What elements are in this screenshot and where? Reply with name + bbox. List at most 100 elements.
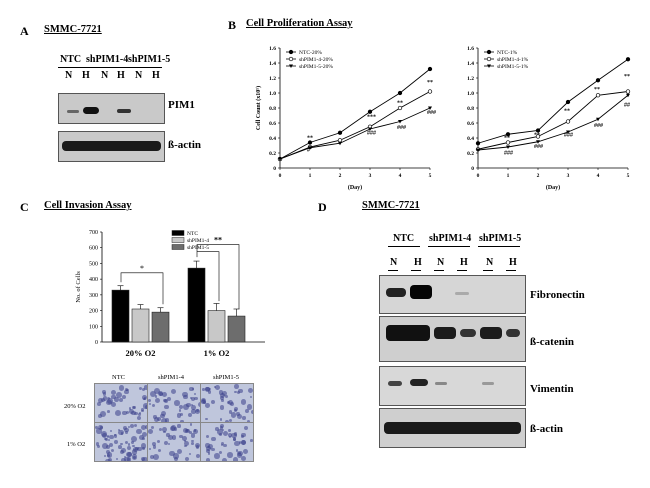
y-tick-label: 1.0: [467, 91, 474, 97]
panel-d-group-ntc: NTC: [393, 233, 415, 244]
data-point: [535, 128, 541, 133]
y-tick-label: 1.4: [467, 61, 474, 67]
panel-d-underline-shpim1-5: [478, 246, 520, 247]
panel-a-title: SMMC-7721: [44, 24, 102, 35]
series-line-2: [477, 94, 629, 151]
panel-a-lane: H: [152, 70, 160, 81]
panel-d-blot-vimentin: [379, 366, 526, 406]
legend-label: shPIM1-5: [187, 245, 209, 251]
x-tick-label: 0: [279, 173, 282, 179]
data-point: [536, 140, 540, 144]
y-tick-label: 0.2: [269, 151, 276, 157]
panel-d-lane: N: [486, 257, 494, 268]
legend-marker: [486, 56, 492, 62]
x-tick-label: 1: [309, 173, 312, 179]
micro-image-shpim1-4-1: [147, 422, 201, 462]
legend-marker: [487, 64, 491, 68]
significance-label: ###: [427, 110, 436, 116]
data-point: [505, 140, 511, 145]
panel-b-label: B: [228, 18, 237, 32]
y-tick-label: 200: [89, 309, 98, 315]
x-tick-label: 4: [597, 173, 600, 179]
x-tick-label: 1: [507, 173, 510, 179]
category-label: 1% O2: [204, 348, 230, 358]
x-tick-label: 3: [369, 173, 372, 179]
panel-a-blot-pim1: [58, 93, 165, 124]
micro-col-ntc: NTC: [112, 374, 125, 381]
legend-label: shPIM1-4-1%: [497, 57, 529, 63]
significance-label: ***: [367, 115, 376, 121]
series-line-0: [279, 68, 431, 160]
panel-a-lane: N: [135, 70, 143, 81]
panel-d-blot-actin: [379, 408, 526, 448]
legend-label: shPIM1-5-20%: [299, 64, 333, 70]
panel-a-label: A: [20, 24, 29, 38]
legend-marker: [486, 49, 492, 55]
y-tick-label: 0.2: [467, 151, 474, 157]
data-point: [398, 120, 402, 124]
panel-a-lane: H: [117, 70, 125, 81]
bar: [151, 311, 170, 343]
data-point: [397, 90, 403, 96]
micro-image-ntc-1: [94, 422, 148, 462]
panel-a-blot-pim1-label: PIM1: [168, 99, 195, 111]
category-label: 20% O2: [126, 348, 156, 358]
x-axis-label: (Day): [546, 184, 560, 191]
panel-d-lane: H: [460, 257, 468, 268]
significance-label: ###: [594, 123, 603, 129]
x-tick-label: 4: [399, 173, 402, 179]
panel-a-lane: N: [101, 70, 109, 81]
significance-label: **: [504, 136, 510, 142]
x-axis-label: (Day): [348, 184, 362, 191]
y-tick-label: 0.8: [467, 106, 474, 112]
legend-label: shPIM1-5-1%: [497, 64, 529, 70]
significance-label: **: [594, 87, 600, 93]
panel-d-group-shpim1-5: shPIM1-5: [479, 233, 522, 244]
panel-a-group-underline: [58, 67, 162, 68]
bar: [207, 310, 226, 343]
y-axis-label: No. of Cells: [75, 271, 82, 303]
y-tick-label: 1.6: [467, 46, 474, 52]
significance-label: **: [307, 136, 313, 142]
legend-marker: [288, 49, 294, 55]
panel-a-lane: N: [65, 70, 73, 81]
x-tick-label: 5: [627, 173, 630, 179]
x-tick-label: 2: [537, 173, 540, 179]
panel-c-label: C: [20, 200, 29, 214]
significance-label: ###: [504, 151, 513, 157]
panel-d-underline-ntc: [388, 246, 420, 247]
y-tick-label: 0: [95, 340, 98, 346]
y-tick-label: 0.8: [269, 106, 276, 112]
y-tick-label: 1.2: [467, 76, 474, 82]
data-point: [427, 89, 433, 94]
data-point: [308, 146, 312, 150]
y-tick-label: 1.4: [269, 61, 276, 67]
data-point: [278, 157, 282, 161]
y-axis-label: Cell Count (x10⁵): [255, 86, 262, 130]
significance-label: **: [564, 109, 570, 115]
data-point: [595, 93, 601, 98]
data-point: [337, 138, 343, 143]
y-tick-label: 0.6: [269, 121, 276, 127]
y-tick-label: 100: [89, 324, 98, 330]
data-point: [566, 130, 570, 134]
data-point: [595, 78, 601, 83]
panel-d-blot-fibronectin-label: Fibronectin: [530, 289, 585, 301]
data-point: [368, 127, 372, 131]
panel-a-group-shpim1-4: shPIM1-4: [86, 54, 129, 65]
data-point: [625, 89, 631, 94]
panel-a-blot-actin: [58, 131, 165, 162]
data-point: [476, 148, 480, 152]
y-tick-label: 0.4: [269, 136, 276, 142]
significance-label: *: [140, 264, 144, 273]
micro-col-shpim1-4: shPIM1-4: [158, 374, 185, 381]
panel-d-title: SMMC-7721: [362, 200, 420, 211]
significance-label: **: [534, 133, 540, 139]
legend-label: NTC: [187, 231, 198, 237]
bar: [187, 267, 206, 343]
y-tick-label: 700: [89, 230, 98, 236]
panel-a-lane: H: [82, 70, 90, 81]
significance-label: #: [307, 148, 310, 154]
data-point: [428, 106, 432, 110]
micro-image-shpim1-5-20: [200, 383, 254, 423]
